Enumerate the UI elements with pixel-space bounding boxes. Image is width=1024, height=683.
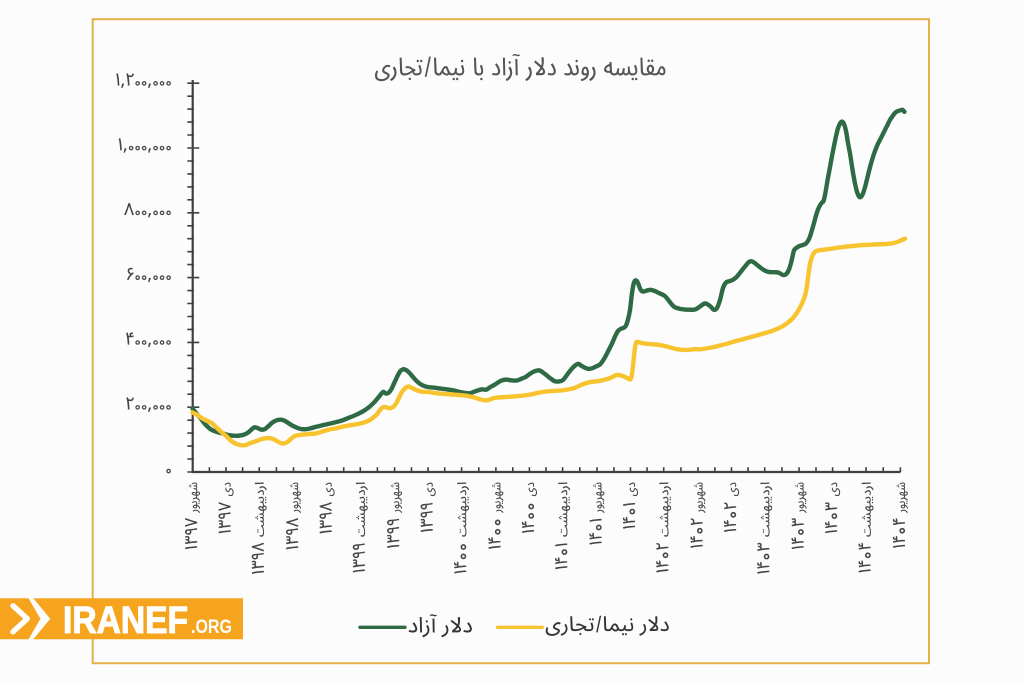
svg-text:.ORG: .ORG — [191, 617, 232, 638]
svg-text:IRANEF: IRANEF — [63, 600, 188, 642]
